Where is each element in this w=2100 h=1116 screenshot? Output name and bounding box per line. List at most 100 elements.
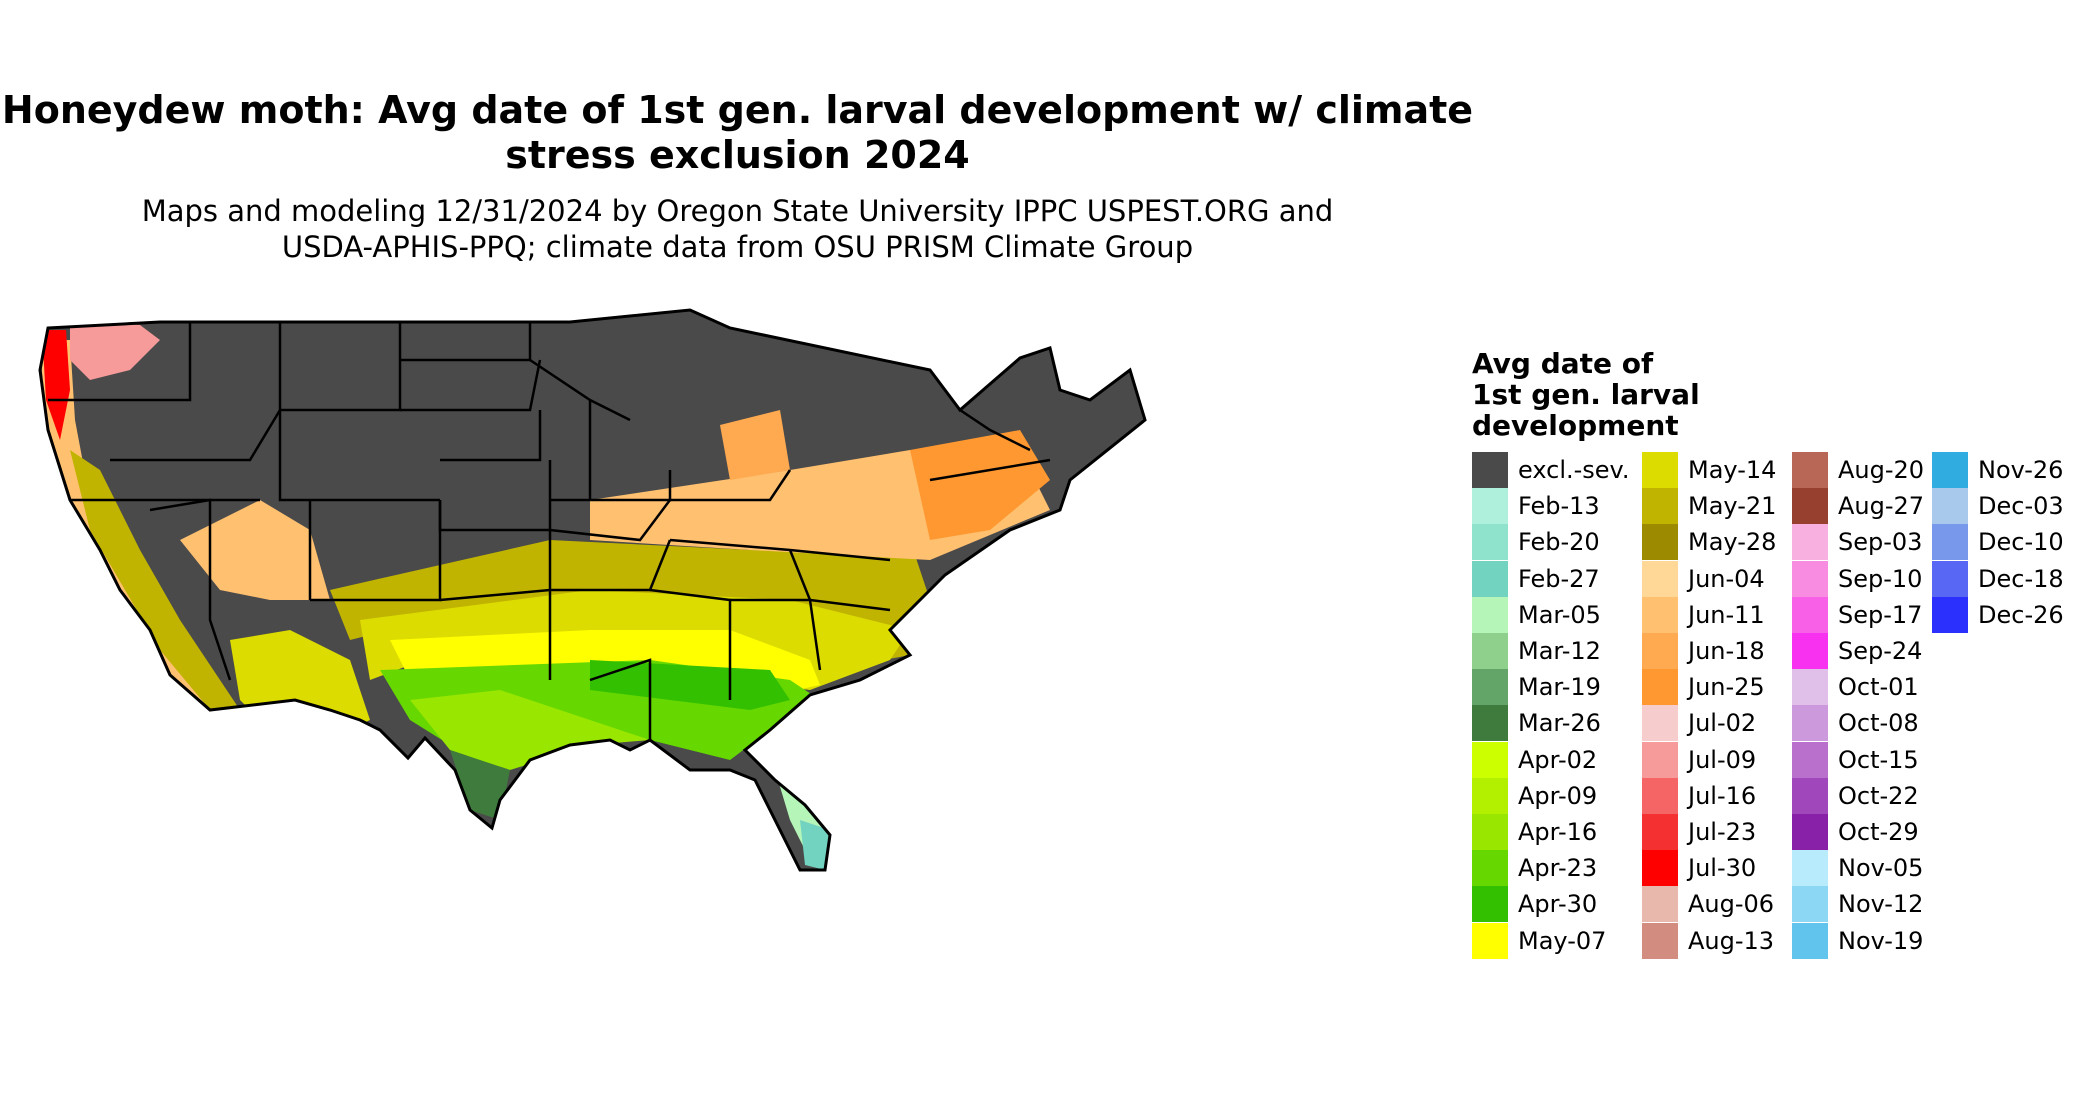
legend-label: Jul-16 — [1688, 781, 1757, 810]
legend-label: Jun-11 — [1688, 600, 1765, 629]
legend-swatch — [1642, 741, 1678, 778]
legend-swatch — [1472, 814, 1508, 850]
legend-swatch — [1792, 777, 1828, 814]
legend-swatch — [1792, 886, 1828, 923]
legend-swatch — [1932, 488, 1968, 525]
map-subtitle: Maps and modeling 12/31/2024 by Oregon S… — [0, 193, 1475, 265]
legend-label: Nov-05 — [1838, 854, 1924, 883]
map-title-line1: Honeydew moth: Avg date of 1st gen. larv… — [1, 88, 1474, 132]
zone-greatbasin — [180, 500, 330, 600]
legend-label: Aug-20 — [1838, 456, 1925, 484]
legend-label: May-28 — [1688, 528, 1777, 557]
legend-label: Jun-04 — [1688, 564, 1765, 593]
legend-swatch — [1792, 922, 1828, 959]
us-map — [38, 308, 1147, 872]
legend-swatch — [1792, 452, 1828, 488]
legend-label: Oct-15 — [1838, 745, 1919, 774]
legend-label: Oct-01 — [1838, 673, 1919, 702]
legend-swatch — [1472, 850, 1508, 887]
legend-swatch — [1642, 560, 1678, 597]
legend-label: Jun-18 — [1688, 637, 1765, 665]
zone-gulf-apr16 — [410, 690, 650, 770]
legend-swatch — [1932, 524, 1968, 561]
legend-label: Nov-12 — [1838, 890, 1924, 919]
legend-label: Mar-19 — [1518, 673, 1601, 702]
legend-swatch — [1472, 886, 1508, 923]
legend-label: Sep-03 — [1838, 528, 1923, 557]
legend-label: Oct-29 — [1838, 818, 1919, 846]
zone-northwest-pink — [70, 320, 160, 380]
legend-swatch — [1932, 596, 1968, 633]
map-subtitle-line2: USDA-APHIS-PPQ; climate data from OSU PR… — [281, 230, 1194, 264]
legend-label: Sep-10 — [1838, 564, 1923, 593]
legend-swatch — [1642, 777, 1678, 814]
legend-label: Mar-26 — [1518, 709, 1601, 738]
legend-label: Apr-02 — [1518, 745, 1598, 774]
legend-label: Feb-27 — [1518, 564, 1600, 593]
legend-label: Apr-30 — [1518, 890, 1598, 919]
development-date-raster — [40, 310, 1145, 870]
legend-swatch — [1642, 922, 1678, 959]
legend-swatch — [1472, 922, 1508, 959]
legend-label: Jul-30 — [1688, 854, 1757, 883]
legend-swatch — [1472, 596, 1508, 633]
legend-label: Dec-26 — [1978, 600, 2064, 629]
legend-swatch — [1642, 850, 1678, 887]
legend-label: excl.-sev. — [1518, 456, 1630, 484]
zone-florida-feb27 — [800, 820, 830, 870]
legend-label: Aug-13 — [1688, 926, 1775, 955]
zone-northwest-jul — [42, 330, 70, 440]
legend-label: Dec-10 — [1978, 528, 2064, 557]
legend-label: Aug-06 — [1688, 890, 1775, 919]
zone-texas-mar26 — [450, 750, 510, 820]
zone-northeast-jun25 — [910, 430, 1050, 540]
legend-title-line2: 1st gen. larval — [1472, 378, 1700, 411]
legend-label: Mar-05 — [1518, 600, 1601, 629]
state-borders — [48, 322, 1051, 740]
legend-label: Jul-02 — [1688, 709, 1757, 738]
legend-swatch — [1472, 452, 1508, 488]
legend-label: Jun-25 — [1688, 673, 1765, 702]
legend-label: Apr-09 — [1518, 781, 1598, 810]
legend-label: Nov-26 — [1978, 456, 2064, 484]
legend-swatch — [1642, 814, 1678, 850]
legend-label: Feb-20 — [1518, 528, 1600, 557]
map-title: Honeydew moth: Avg date of 1st gen. larv… — [0, 88, 1475, 178]
legend-swatch — [1472, 669, 1508, 706]
legend-label: Aug-27 — [1838, 492, 1925, 521]
zone-gulf-apr30 — [590, 660, 790, 710]
legend-swatch — [1472, 777, 1508, 814]
legend-swatch — [1792, 596, 1828, 633]
map-title-line2: stress exclusion 2024 — [505, 133, 970, 177]
legend-swatch — [1792, 705, 1828, 742]
legend-swatch — [1792, 814, 1828, 850]
legend-swatch — [1932, 560, 1968, 597]
legend-swatch — [1792, 850, 1828, 887]
legend-label: Oct-08 — [1838, 709, 1919, 738]
map-subtitle-line1: Maps and modeling 12/31/2024 by Oregon S… — [141, 194, 1334, 228]
legend-swatch — [1472, 488, 1508, 525]
legend-swatch — [1792, 669, 1828, 706]
legend-label: Jul-23 — [1688, 818, 1757, 846]
legend-swatch — [1792, 524, 1828, 561]
legend-swatch — [1642, 524, 1678, 561]
legend-swatch — [1792, 741, 1828, 778]
legend-title-line3: development — [1472, 409, 1679, 442]
legend-swatch — [1472, 633, 1508, 669]
zone-westcoast-may — [70, 450, 240, 710]
legend-swatch — [1642, 705, 1678, 742]
legend: Avg date of 1st gen. larval development … — [1472, 348, 2064, 959]
legend-label: May-07 — [1518, 926, 1607, 955]
zone-michigan-jun18 — [720, 410, 790, 480]
legend-title: Avg date of 1st gen. larval development — [1472, 348, 1700, 441]
legend-label: May-21 — [1688, 492, 1777, 521]
legend-swatch — [1642, 886, 1678, 923]
legend-swatch — [1472, 524, 1508, 561]
legend-swatch — [1642, 596, 1678, 633]
legend-swatch — [1642, 633, 1678, 669]
legend-swatch — [1642, 452, 1678, 488]
legend-swatch — [1472, 560, 1508, 597]
legend-swatch — [1792, 633, 1828, 669]
legend-title-line1: Avg date of — [1472, 347, 1654, 380]
legend-label: Dec-03 — [1978, 492, 2064, 521]
